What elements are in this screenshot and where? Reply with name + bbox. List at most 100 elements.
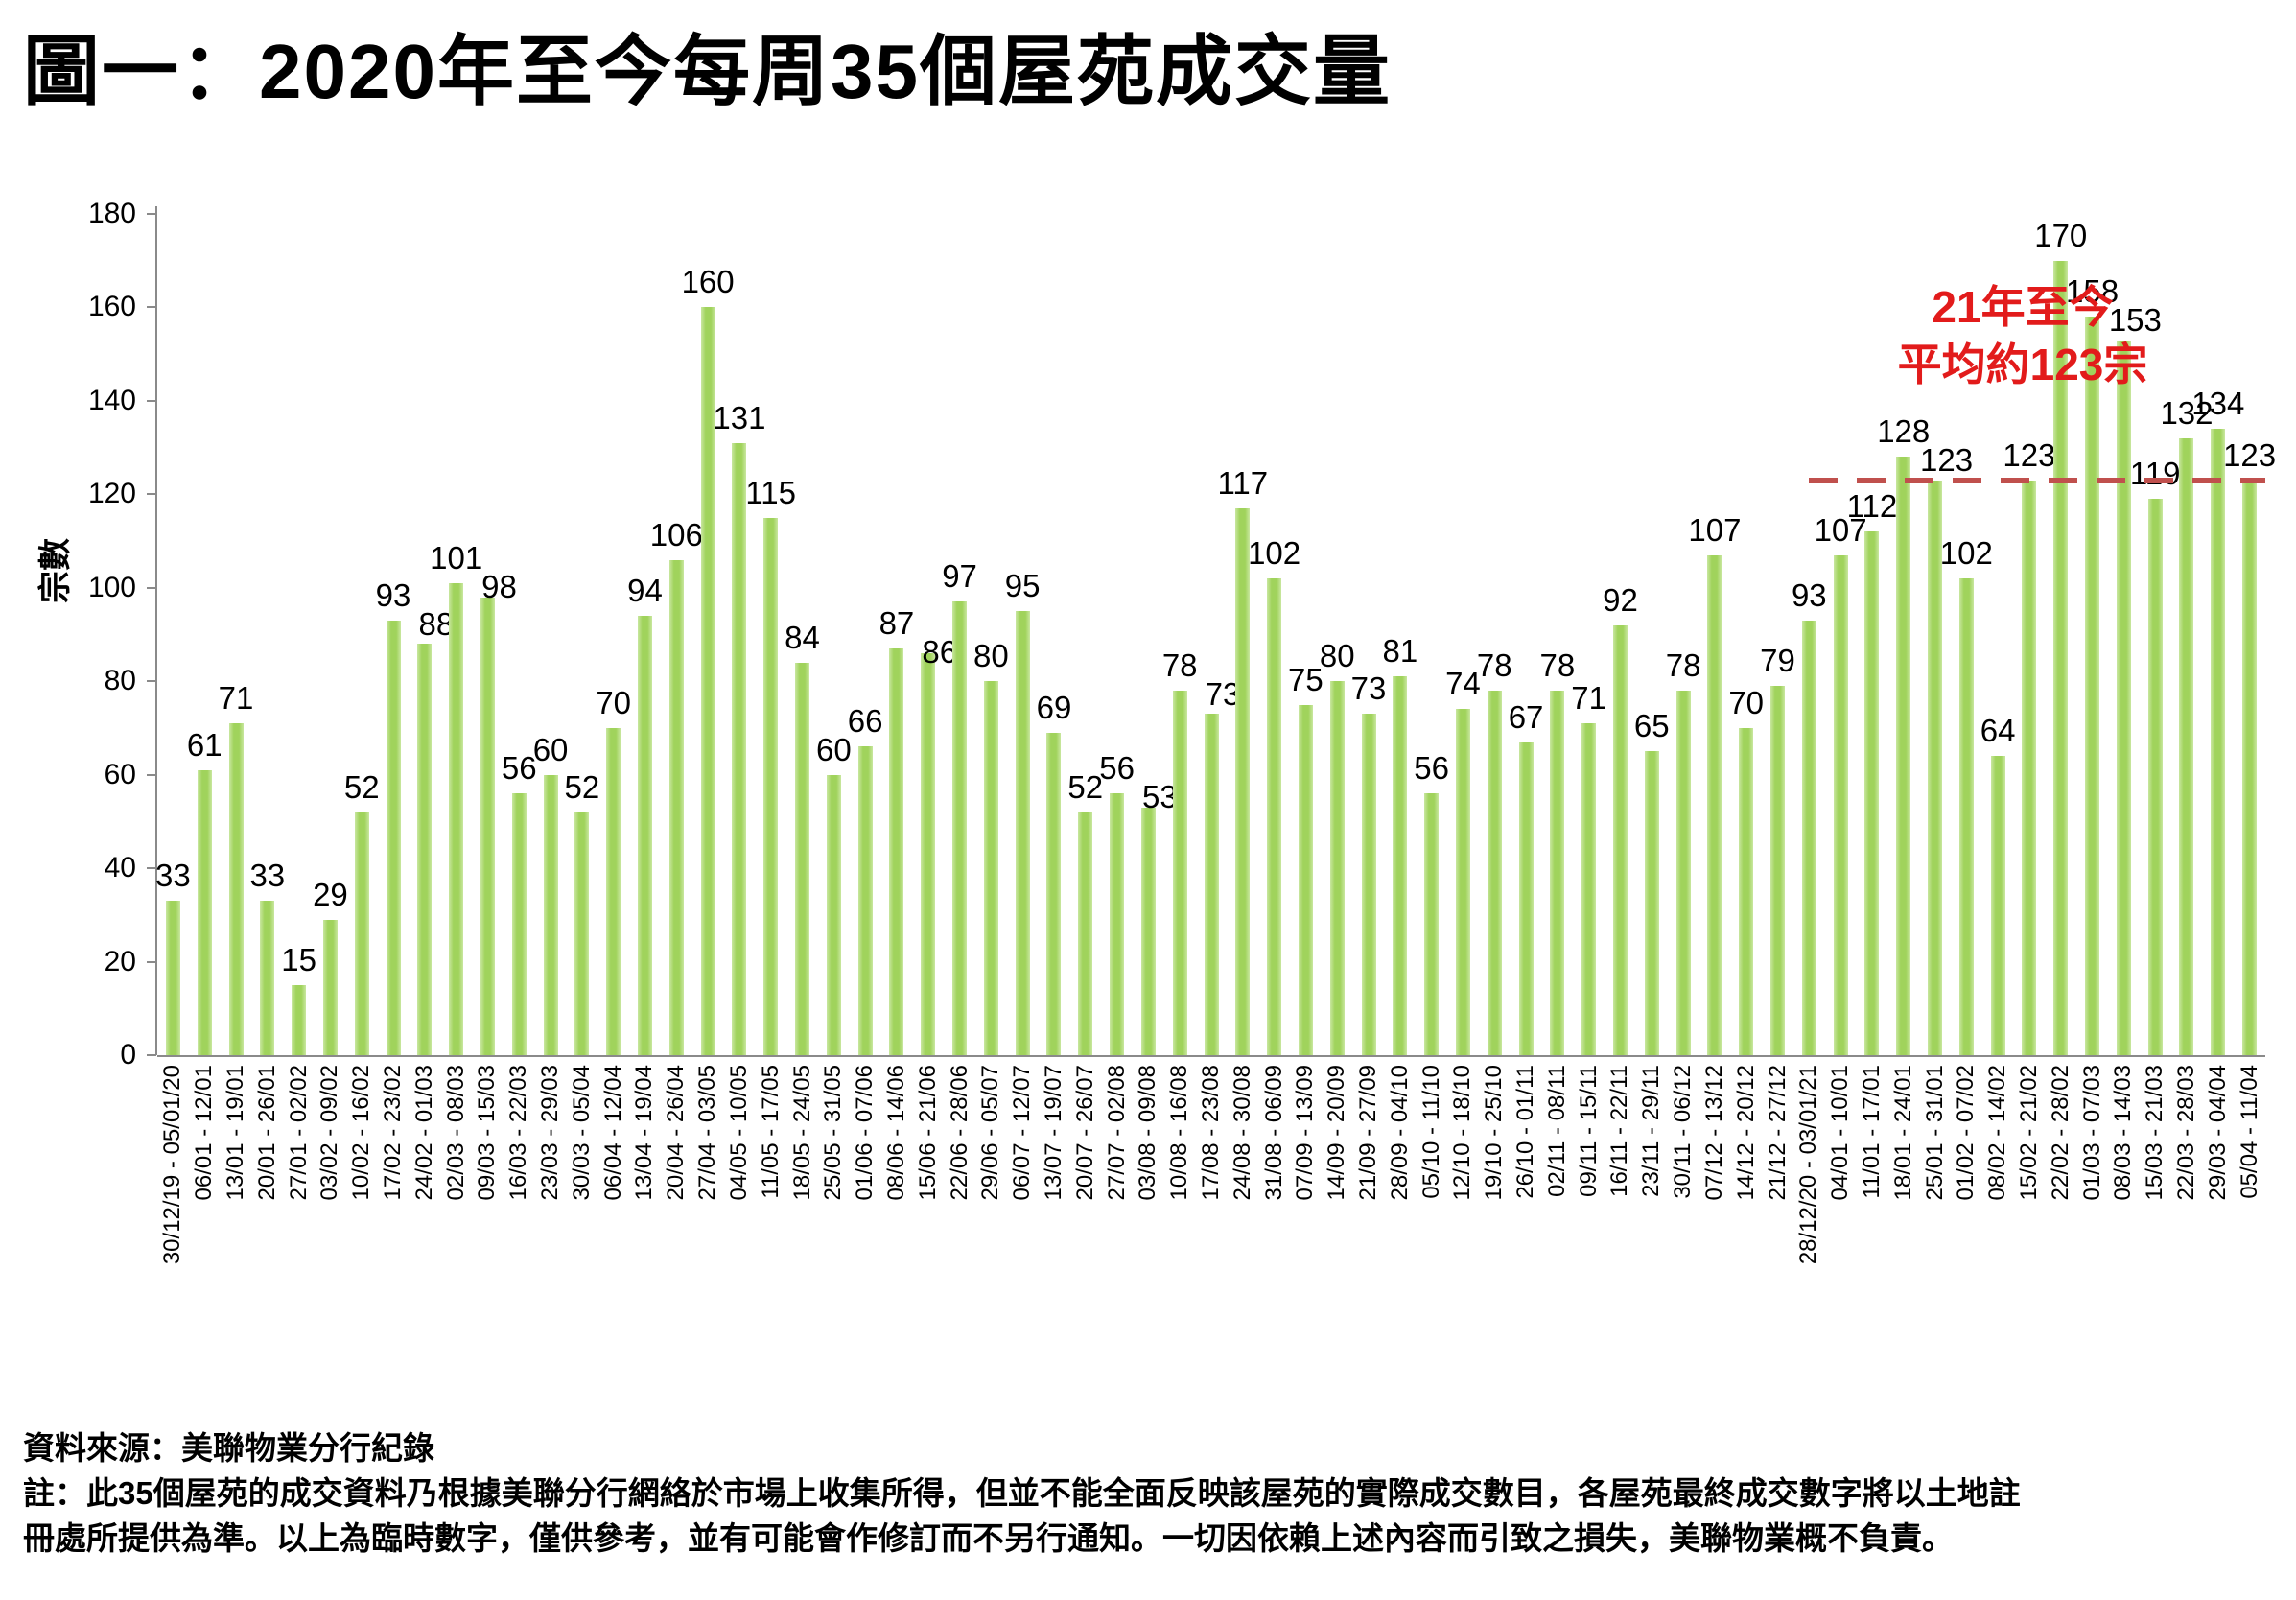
bar-value-label: 106 — [649, 516, 703, 553]
bar-value-label: 81 — [1382, 633, 1418, 670]
x-axis-label: 01/02 - 07/02 — [1953, 1065, 1980, 1201]
x-axis-label: 16/11 - 22/11 — [1606, 1065, 1633, 1197]
bar-value-label: 53 — [1142, 779, 1178, 815]
x-axis-label: 10/02 - 16/02 — [348, 1065, 375, 1201]
bar-value-label: 123 — [1920, 442, 1974, 479]
bar — [763, 517, 779, 1055]
x-axis-label: 30/11 - 06/12 — [1670, 1065, 1697, 1199]
x-axis-label: 24/02 - 01/03 — [410, 1065, 437, 1201]
x-axis-label: 18/01 - 24/01 — [1889, 1065, 1916, 1201]
bar-value-label: 158 — [2066, 273, 2120, 310]
x-axis-label: 05/10 - 11/10 — [1417, 1065, 1444, 1199]
x-axis-label: 13/01 - 19/01 — [223, 1065, 249, 1201]
x-axis-label: 05/04 - 11/04 — [2236, 1065, 2262, 1199]
bar-value-label: 74 — [1445, 666, 1481, 702]
x-axis-label: 26/10 - 01/11 — [1512, 1065, 1539, 1199]
footer: 資料來源：美聯物業分行紀錄 註：此35個屋苑的成交資料乃根據美聯分行網絡於市場上… — [23, 1425, 2277, 1561]
bar — [511, 793, 527, 1055]
x-axis-label: 28/09 - 04/10 — [1386, 1065, 1413, 1201]
bar-value-label: 170 — [2034, 217, 2088, 253]
x-axis-label: 07/09 - 13/09 — [1292, 1065, 1319, 1201]
bar — [2022, 480, 2037, 1055]
bar — [1864, 531, 1880, 1055]
bar — [1958, 578, 1974, 1055]
bar — [1204, 714, 1219, 1055]
bar — [1801, 620, 1816, 1055]
bar-value-label: 80 — [972, 638, 1009, 674]
bar — [1487, 690, 1502, 1055]
bar — [1235, 507, 1251, 1055]
bar — [1896, 457, 1911, 1055]
bar — [1707, 554, 1722, 1055]
bar-value-label: 56 — [1414, 750, 1449, 787]
x-axis-label: 20/01 - 26/01 — [253, 1065, 280, 1201]
x-axis-label: 04/05 - 10/05 — [725, 1065, 752, 1201]
bar-value-label: 75 — [1288, 661, 1324, 697]
x-axis-label: 22/06 - 28/06 — [946, 1065, 972, 1201]
bar — [1361, 714, 1376, 1055]
x-axis-label: 24/08 - 30/08 — [1229, 1065, 1255, 1201]
x-axis-label: 21/12 - 27/12 — [1764, 1065, 1791, 1201]
y-axis-tick-label: 0 — [120, 1039, 136, 1071]
x-axis-label: 15/02 - 21/02 — [2015, 1065, 2042, 1201]
bar-value-label: 73 — [1350, 671, 1387, 707]
y-axis-tick-mark — [147, 399, 156, 402]
x-axis-label: 30/03 - 05/04 — [568, 1065, 595, 1201]
x-axis-label: 08/06 - 14/06 — [882, 1065, 909, 1201]
y-axis-tick-mark — [147, 867, 156, 870]
y-axis-tick-mark — [147, 213, 156, 215]
bar — [1298, 704, 1313, 1055]
bar-value-label: 52 — [564, 768, 600, 805]
bar-value-label: 87 — [879, 605, 915, 642]
bar-value-label: 107 — [1688, 511, 1742, 548]
bar-value-label: 52 — [343, 768, 380, 805]
bar — [480, 597, 495, 1055]
y-axis-tick-label: 60 — [104, 758, 136, 790]
bar-value-label: 79 — [1760, 643, 1795, 679]
x-axis-label: 02/11 - 08/11 — [1543, 1065, 1570, 1197]
bar — [228, 723, 244, 1055]
x-axis-label: 06/01 - 12/01 — [191, 1065, 218, 1201]
y-axis-tick-mark — [147, 586, 156, 589]
bar-value-label: 134 — [2191, 386, 2245, 422]
bar — [1078, 812, 1093, 1055]
bar-value-label: 78 — [1539, 647, 1576, 683]
bar-value-label: 80 — [1319, 638, 1355, 674]
x-axis-label: 07/12 - 13/12 — [1700, 1065, 1727, 1201]
bar-value-label: 117 — [1217, 464, 1269, 501]
y-axis-tick-mark — [147, 773, 156, 776]
bar — [1739, 727, 1754, 1055]
x-axis-label: 11/05 - 17/05 — [757, 1065, 784, 1199]
bar — [543, 774, 558, 1055]
bar — [1675, 690, 1691, 1055]
x-axis-label: 23/03 - 29/03 — [537, 1065, 564, 1201]
x-axis-label: 01/03 - 07/03 — [2078, 1065, 2105, 1201]
bar — [1990, 756, 2005, 1055]
bar — [449, 582, 464, 1055]
x-axis-label: 15/06 - 21/06 — [914, 1065, 941, 1201]
x-axis-label: 09/03 - 15/03 — [474, 1065, 501, 1201]
x-axis-label: 25/05 - 31/05 — [820, 1065, 847, 1201]
x-axis-label: 08/02 - 14/02 — [1984, 1065, 2011, 1201]
x-axis-label: 14/12 - 20/12 — [1732, 1065, 1759, 1201]
x-axis-label: 14/09 - 20/09 — [1324, 1065, 1350, 1201]
bar — [1833, 554, 1848, 1055]
bar-value-label: 107 — [1814, 511, 1867, 548]
bar-value-label: 115 — [745, 474, 797, 510]
bar-value-label: 153 — [2108, 302, 2162, 339]
y-axis-tick-label: 80 — [104, 665, 136, 697]
bar-value-label: 102 — [1939, 535, 1993, 572]
bar — [260, 901, 275, 1055]
x-axis-label: 08/03 - 14/03 — [2110, 1065, 2137, 1201]
x-axis-label: 06/04 - 12/04 — [599, 1065, 626, 1201]
bar — [2085, 317, 2100, 1055]
bar — [1550, 690, 1565, 1055]
source-text: 資料來源：美聯物業分行紀錄 — [23, 1430, 434, 1466]
annotation-line1: 21年至今 — [1932, 282, 2114, 332]
x-axis-label: 21/09 - 27/09 — [1355, 1065, 1382, 1201]
bar — [1644, 751, 1659, 1055]
bar-value-label: 56 — [1099, 750, 1135, 787]
bar — [921, 652, 936, 1055]
x-axis-label: 04/01 - 10/01 — [1827, 1065, 1854, 1201]
y-axis-title: 宗數 — [37, 538, 74, 603]
